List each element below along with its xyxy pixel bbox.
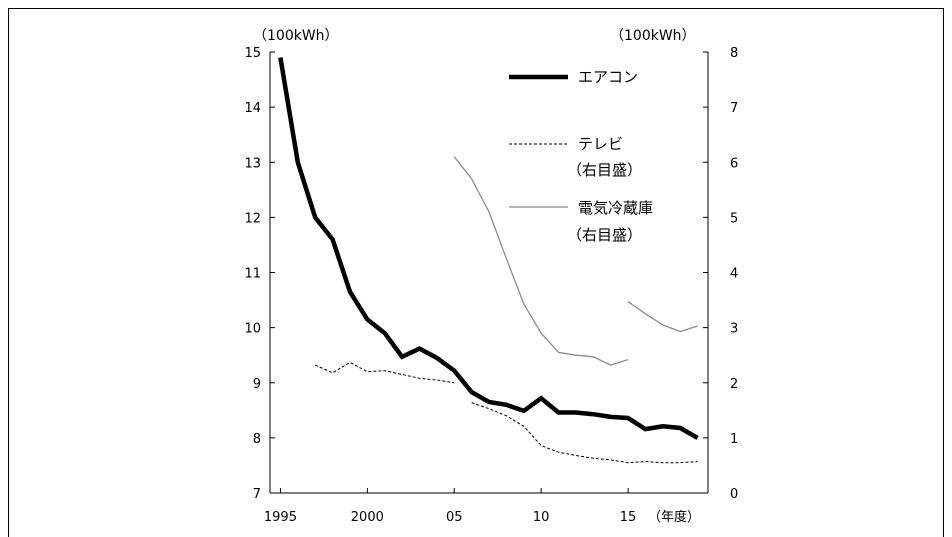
series-layer (278, 57, 699, 464)
legend-sub-tv: （右目盛） (567, 161, 642, 179)
x-tick-label: 2000 (351, 510, 384, 525)
left-tick-label: 11 (244, 267, 261, 282)
right-tick-label: 7 (730, 101, 738, 116)
left-tick-label: 15 (244, 46, 261, 61)
legend-label-fridge: 電気冷蔵庫 (578, 199, 653, 217)
legend-label-aircon: エアコン (578, 68, 638, 86)
left-tick-label: 12 (244, 211, 261, 226)
series-line-fridge-1 (627, 301, 698, 333)
x-tick-label: 10 (533, 510, 550, 525)
left-tick-label: 14 (244, 101, 261, 116)
right-tick-label: 8 (730, 46, 738, 61)
right-axis-ticks: 0 1 2 3 4 5 6 7 8 (703, 46, 738, 502)
legend: エアコン テレビ （右目盛） 電気冷蔵庫 （右目盛） (509, 68, 653, 244)
series-line-tv-0 (314, 361, 455, 384)
right-tick-label: 3 (730, 322, 738, 337)
x-tick-label: 05 (446, 510, 463, 525)
legend-sub-fridge: （右目盛） (567, 226, 642, 244)
right-tick-label: 5 (730, 211, 738, 226)
series-line-tv-1 (471, 402, 698, 464)
series-line-aircon-0 (278, 57, 699, 440)
left-axis-unit: （100kWh） (253, 28, 339, 44)
left-axis-ticks: 7 8 9 10 11 12 13 14 15 (244, 46, 275, 502)
series-line-fridge-0 (453, 156, 629, 366)
right-tick-label: 4 (730, 267, 738, 282)
right-tick-label: 2 (730, 377, 738, 392)
left-tick-label: 9 (253, 377, 261, 392)
x-axis-ticks: 1995 2000 05 10 15 (264, 488, 636, 525)
left-tick-label: 13 (244, 156, 261, 171)
legend-label-tv: テレビ (578, 135, 623, 153)
right-tick-label: 6 (730, 156, 738, 171)
left-tick-label: 10 (244, 322, 261, 337)
x-tick-label: 15 (620, 510, 637, 525)
chart-frame (8, 8, 944, 537)
x-tick-label: 1995 (264, 510, 297, 525)
right-tick-label: 0 (730, 487, 738, 502)
right-axis-unit: （100kWh） (610, 28, 696, 44)
x-axis-unit: （年度） (648, 509, 700, 525)
right-tick-label: 1 (730, 432, 738, 447)
left-tick-label: 8 (253, 432, 261, 447)
left-tick-label: 7 (253, 487, 261, 502)
